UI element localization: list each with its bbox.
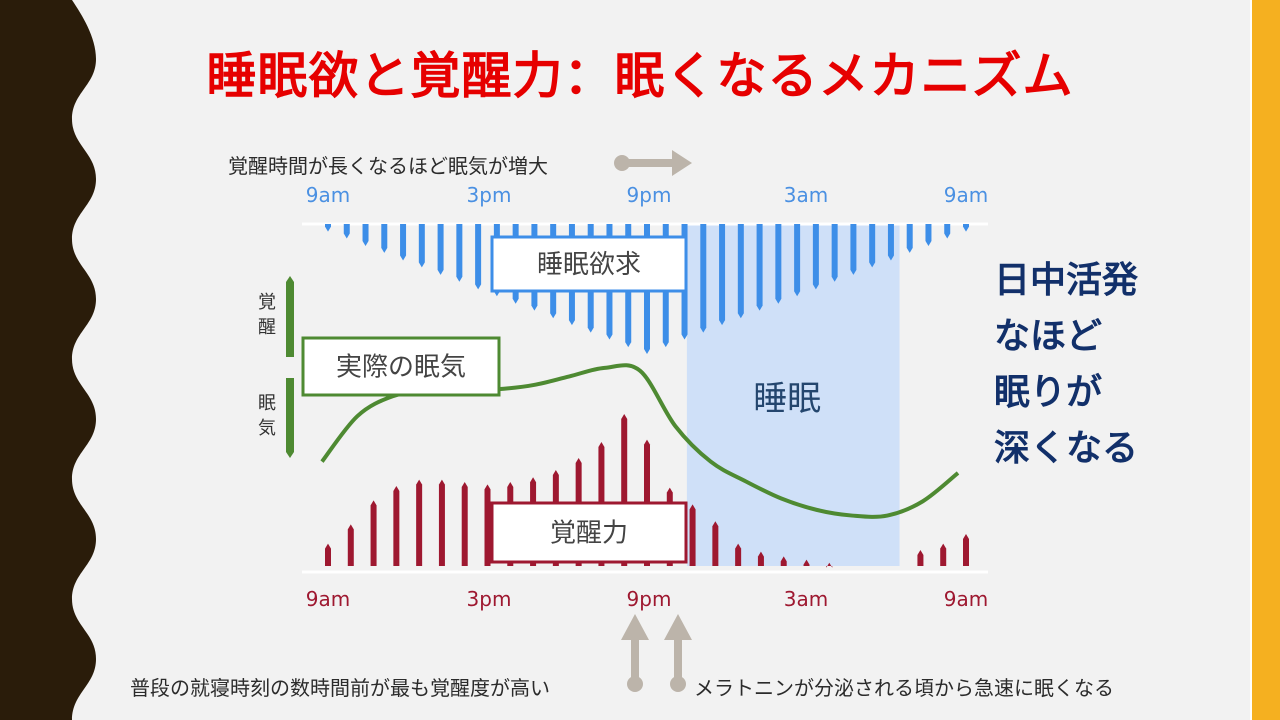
wake-drive-box — [490, 501, 688, 564]
sleep-drive-bar — [869, 224, 876, 268]
side-note-line: 日中活発 — [994, 260, 1139, 301]
sleep-drive-bar — [812, 224, 819, 290]
wake-drive-bar — [826, 562, 833, 568]
wake-drive-bar — [325, 543, 331, 566]
side-note-line: 眠りが — [994, 372, 1103, 413]
top-tick-label: 3pm — [467, 183, 512, 207]
sleep-drive-bar — [719, 224, 726, 326]
wake-drive-bar — [963, 534, 969, 566]
wake-drive-bar — [393, 486, 400, 566]
sleep-zone-label: 睡眠 — [753, 379, 821, 419]
wake-drive-bar — [370, 500, 377, 566]
sleep-drive-bar — [700, 224, 707, 333]
sleep-drive-bar — [944, 224, 951, 239]
sleepy-axis-arrow — [286, 378, 294, 458]
bottom-tick-label: 3am — [784, 587, 828, 611]
sleep-drive-bar — [775, 224, 782, 304]
axis-sleepy-label: 眠 — [258, 393, 276, 414]
wake-drive-bar — [461, 482, 468, 566]
side-note-line: なほど — [994, 316, 1103, 357]
top-tick-label: 9am — [944, 183, 988, 207]
side-note: 日中活発 なほど 眠りが 深くなる — [994, 253, 1138, 477]
bottom-tick-label: 9pm — [627, 587, 672, 611]
wake-drive-bar — [484, 484, 491, 566]
side-note-line: 深くなる — [994, 428, 1139, 469]
wake-drive-label: 覚醒力 — [550, 519, 628, 549]
sleep-drive-bar — [343, 224, 350, 239]
sleep-drive-bar — [794, 224, 801, 297]
wake-drive-bar — [712, 521, 719, 566]
caption-top: 覚醒時間が長くなるほど眠気が増大 — [228, 154, 548, 178]
sleep-drive-bar — [325, 224, 331, 232]
caption-bottom-right: メラトニンが分泌される頃から急速に眠くなる — [694, 676, 1114, 700]
wake-drive-bar — [347, 524, 354, 566]
sleep-drive-label: 睡眠欲求 — [537, 250, 641, 280]
sleep-drive-bar — [963, 224, 969, 232]
wake-drive-bar — [735, 543, 742, 566]
sleep-drive-bar — [400, 224, 407, 261]
sleep-drive-bar — [887, 224, 894, 261]
wake-drive-bar — [917, 550, 924, 566]
sleep-drive-bar — [418, 224, 425, 268]
right-accent-divider — [1250, 0, 1252, 720]
sleep-drive-bar — [475, 224, 482, 290]
caption-bottom-left: 普段の就寝時刻の数時間前が最も覚醒度が高い — [130, 676, 550, 700]
wake-drive-bar — [438, 479, 445, 566]
bottom-tick-label: 9am — [306, 587, 350, 611]
sleep-drive-bar — [906, 224, 913, 253]
sleep-drive-bar — [437, 224, 444, 275]
right-accent-bar — [1252, 0, 1280, 720]
peak-arrow-dot — [627, 676, 643, 692]
time-arrow — [622, 150, 692, 176]
sleep-drive-bar — [850, 224, 857, 275]
peak-arrow — [621, 614, 649, 682]
sleep-drive-box — [490, 235, 688, 293]
wake-drive-bar — [803, 559, 810, 566]
sleepiness-box — [301, 336, 501, 397]
sleep-drive-bar — [756, 224, 763, 311]
wake-drive-bar — [940, 543, 947, 566]
top-tick-label: 9am — [306, 183, 350, 207]
wake-drive-bar — [757, 551, 764, 566]
bottom-tick-label: 9am — [944, 587, 988, 611]
melatonin-arrow-dot — [670, 676, 686, 692]
awake-axis-arrow — [286, 276, 294, 357]
sleep-drive-bar — [925, 224, 932, 247]
top-tick-label: 9pm — [627, 183, 672, 207]
axis-awake-label: 醒 — [258, 317, 276, 338]
axis-sleepy-label: 気 — [258, 418, 276, 439]
wake-drive-bar — [416, 479, 423, 566]
sleep-drive-bar — [456, 224, 463, 282]
sleepiness-label: 実際の眠気 — [336, 353, 466, 383]
top-tick-label: 3am — [784, 183, 828, 207]
sleep-drive-bar — [381, 224, 388, 253]
axis-awake-label: 覚 — [258, 292, 276, 313]
wake-drive-bar — [689, 504, 696, 566]
left-wavy-border — [0, 0, 96, 720]
bottom-tick-label: 3pm — [467, 587, 512, 611]
sleep-drive-bar — [831, 224, 838, 282]
sleep-drive-bar — [362, 224, 369, 247]
melatonin-arrow — [664, 614, 692, 682]
wake-drive-bar — [780, 556, 787, 566]
sleep-drive-bar — [737, 224, 744, 319]
slide-title: 睡眠欲と覚醒力：眠くなるメカニズム — [206, 47, 1074, 105]
